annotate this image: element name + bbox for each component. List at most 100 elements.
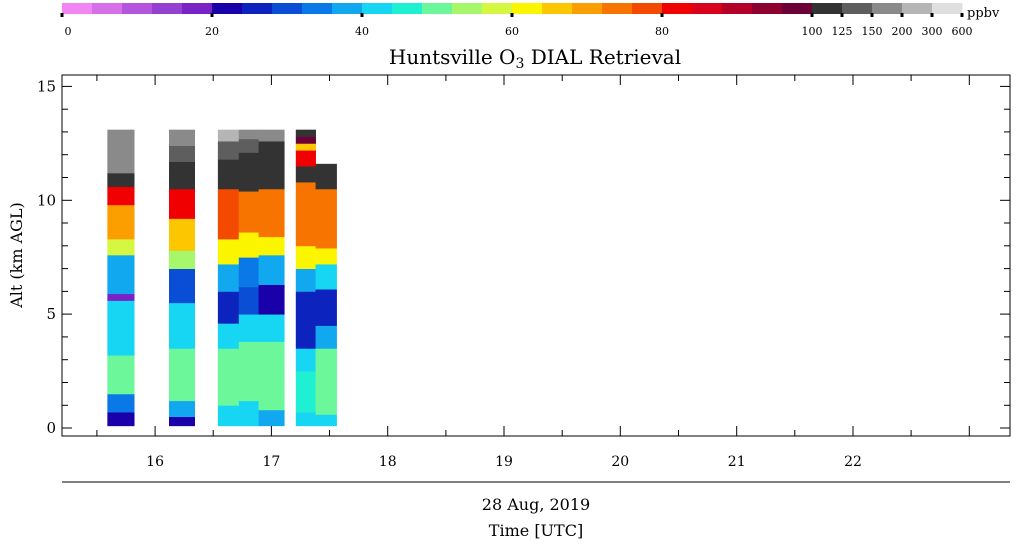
ozone-cell [169,250,195,269]
y-tick-label: 5 [46,305,56,323]
colorbar-tick [840,13,844,17]
ozone-cell [217,291,240,324]
colorbar-segment [362,3,393,14]
ozone-cell [315,264,337,290]
ozone-cell [238,138,259,153]
x-tick-label: 16 [146,454,164,470]
colorbar-tick-label: 200 [892,25,913,38]
ozone-cell [238,286,259,315]
colorbar-tick [210,13,214,17]
ozone-cell [217,348,240,406]
colorbar-tick [810,13,814,17]
colorbar-segment [302,3,333,14]
ozone-cell [107,143,135,174]
colorbar-segment [782,3,813,14]
ozone-cell [217,188,240,240]
ozone-cell [295,268,316,292]
ozone-cell [107,355,135,395]
y-axis-label: Alt (km AGL) [7,202,26,309]
ozone-cell [169,161,195,190]
colorbar-segment [62,3,93,14]
ozone-cell [258,129,285,137]
ozone-cell [315,414,337,427]
ozone-cell [169,188,195,219]
colorbar-tick [900,13,904,17]
ozone-cell [295,245,316,269]
colorbar-segment [92,3,123,14]
colorbar-segment [572,3,603,14]
colorbar-tick-label: 0 [65,25,72,38]
ozone-cell [107,300,135,356]
ozone-cell [238,257,259,288]
colorbar [62,3,963,14]
ozone-cell [217,129,240,142]
ozone-cell [107,172,135,188]
colorbar-segment [452,3,483,14]
ozone-cell [169,218,195,251]
colorbar-segment [122,3,153,14]
colorbar-tick [870,13,874,17]
colorbar-segment [392,3,423,14]
ozone-cell [217,159,240,190]
colorbar-tick [960,13,964,17]
ozone-cell [238,341,259,402]
ozone-cell [238,191,259,233]
colorbar-tick-label: 150 [862,25,883,38]
colorbar-segment [662,3,693,14]
ozone-cell [217,264,240,292]
ozone-cell [258,188,285,238]
y-tick-label: 10 [37,191,56,209]
colorbar-segment [422,3,453,14]
ozone-cell [169,348,195,402]
ozone-cell [238,400,259,427]
colorbar-tick-label: 20 [205,25,219,38]
ozone-cell [107,412,135,427]
ozone-cell [295,291,316,349]
ozone-cell [217,405,240,427]
colorbar-tick-label: 100 [802,25,823,38]
x-tick-label: 18 [379,454,397,470]
ozone-cell [169,268,195,304]
colorbar-segment [722,3,753,14]
colorbar-segment [902,3,933,14]
ozone-cell [107,238,135,256]
ozone-cell [107,129,135,144]
ozone-cell [238,129,259,140]
y-tick-label: 15 [37,77,56,95]
ozone-cell [107,186,135,206]
ozone-cell [258,254,285,285]
ozone-cell [107,204,135,240]
colorbar-tick-label: 125 [832,25,853,38]
colorbar-segment [692,3,723,14]
ozone-cell [315,325,337,349]
colorbar-segment [602,3,633,14]
colorbar-tick [930,13,934,17]
ozone-cell [238,232,259,258]
ozone-cell [295,166,316,183]
chart-title: Huntsville O3 DIAL Retrieval [389,45,681,72]
colorbar-segment [812,3,843,14]
colorbar-tick-label: 60 [505,25,519,38]
ozone-cell [315,248,337,265]
ozone-cell [295,348,316,372]
plot-frame [61,74,1011,437]
ozone-cell [295,412,316,427]
colorbar-tick [60,13,64,17]
ozone-cell [295,150,316,167]
ozone-cell [238,152,259,192]
colorbar-tick-label: 80 [655,25,669,38]
colorbar-segment [752,3,783,14]
ozone-cell [315,188,337,249]
x-tick-label: 20 [611,454,629,470]
colorbar-unit-label: ppbv [967,6,1000,21]
x-tick-label: 17 [262,454,280,470]
ozone-cell [217,141,240,160]
ozone-cell [315,163,337,190]
colorbar-segment [482,3,513,14]
colorbar-segment [242,3,273,14]
colorbar-segment [182,3,213,14]
ozone-cell [217,238,240,265]
ozone-cell [107,254,135,295]
colorbar-segment [842,3,873,14]
